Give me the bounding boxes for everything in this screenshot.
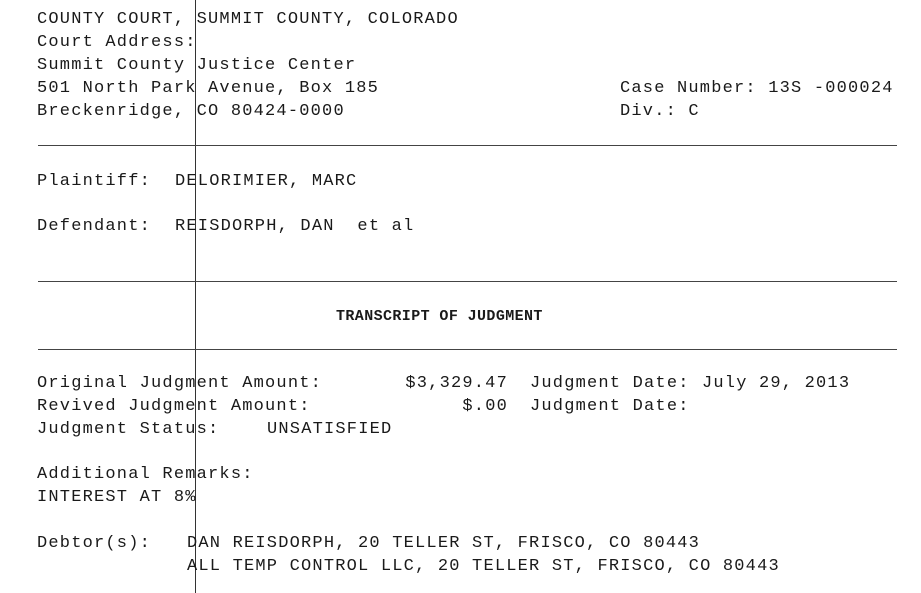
- original-judgment-date: July 29, 2013: [702, 374, 851, 393]
- divider: [38, 349, 897, 350]
- original-judgment-label: Original Judgment Amount:: [37, 374, 323, 393]
- court-address-line3: Breckenridge, CO 80424-0000: [37, 102, 345, 121]
- original-judgment-amount: $3,329.47: [405, 374, 508, 393]
- document-title: TRANSCRIPT OF JUDGMENT: [336, 308, 543, 325]
- judgment-status: UNSATISFIED: [267, 420, 393, 439]
- remarks-label: Additional Remarks:: [37, 465, 254, 484]
- defendant-label: Defendant:: [37, 217, 152, 236]
- debtor-item: DAN REISDORPH, 20 TELLER ST, FRISCO, CO …: [187, 534, 701, 553]
- division: Div.: C: [620, 102, 700, 121]
- plaintiff-label: Plaintiff:: [37, 172, 152, 191]
- revived-judgment-date-label: Judgment Date:: [530, 397, 690, 416]
- court-name: COUNTY COURT, SUMMIT COUNTY, COLORADO: [37, 10, 459, 29]
- scan-fold-line: [195, 0, 196, 593]
- debtors-label: Debtor(s):: [37, 534, 152, 553]
- remarks-text: INTEREST AT 8%: [37, 488, 197, 507]
- judgment-status-label: Judgment Status:: [37, 420, 220, 439]
- court-address-line2: 501 North Park Avenue, Box 185: [37, 79, 380, 98]
- defendant-name: REISDORPH, DAN et al: [175, 217, 415, 236]
- divider: [38, 145, 897, 146]
- revived-judgment-label: Revived Judgment Amount:: [37, 397, 311, 416]
- case-number: Case Number: 13S -000024: [620, 79, 894, 98]
- divider: [38, 281, 897, 282]
- court-address-line1: Summit County Justice Center: [37, 56, 357, 75]
- court-address-label: Court Address:: [37, 33, 197, 52]
- original-judgment-date-label: Judgment Date:: [530, 374, 690, 393]
- debtor-item: ALL TEMP CONTROL LLC, 20 TELLER ST, FRIS…: [187, 557, 780, 576]
- revived-judgment-amount: $.00: [462, 397, 508, 416]
- plaintiff-name: DELORIMIER, MARC: [175, 172, 358, 191]
